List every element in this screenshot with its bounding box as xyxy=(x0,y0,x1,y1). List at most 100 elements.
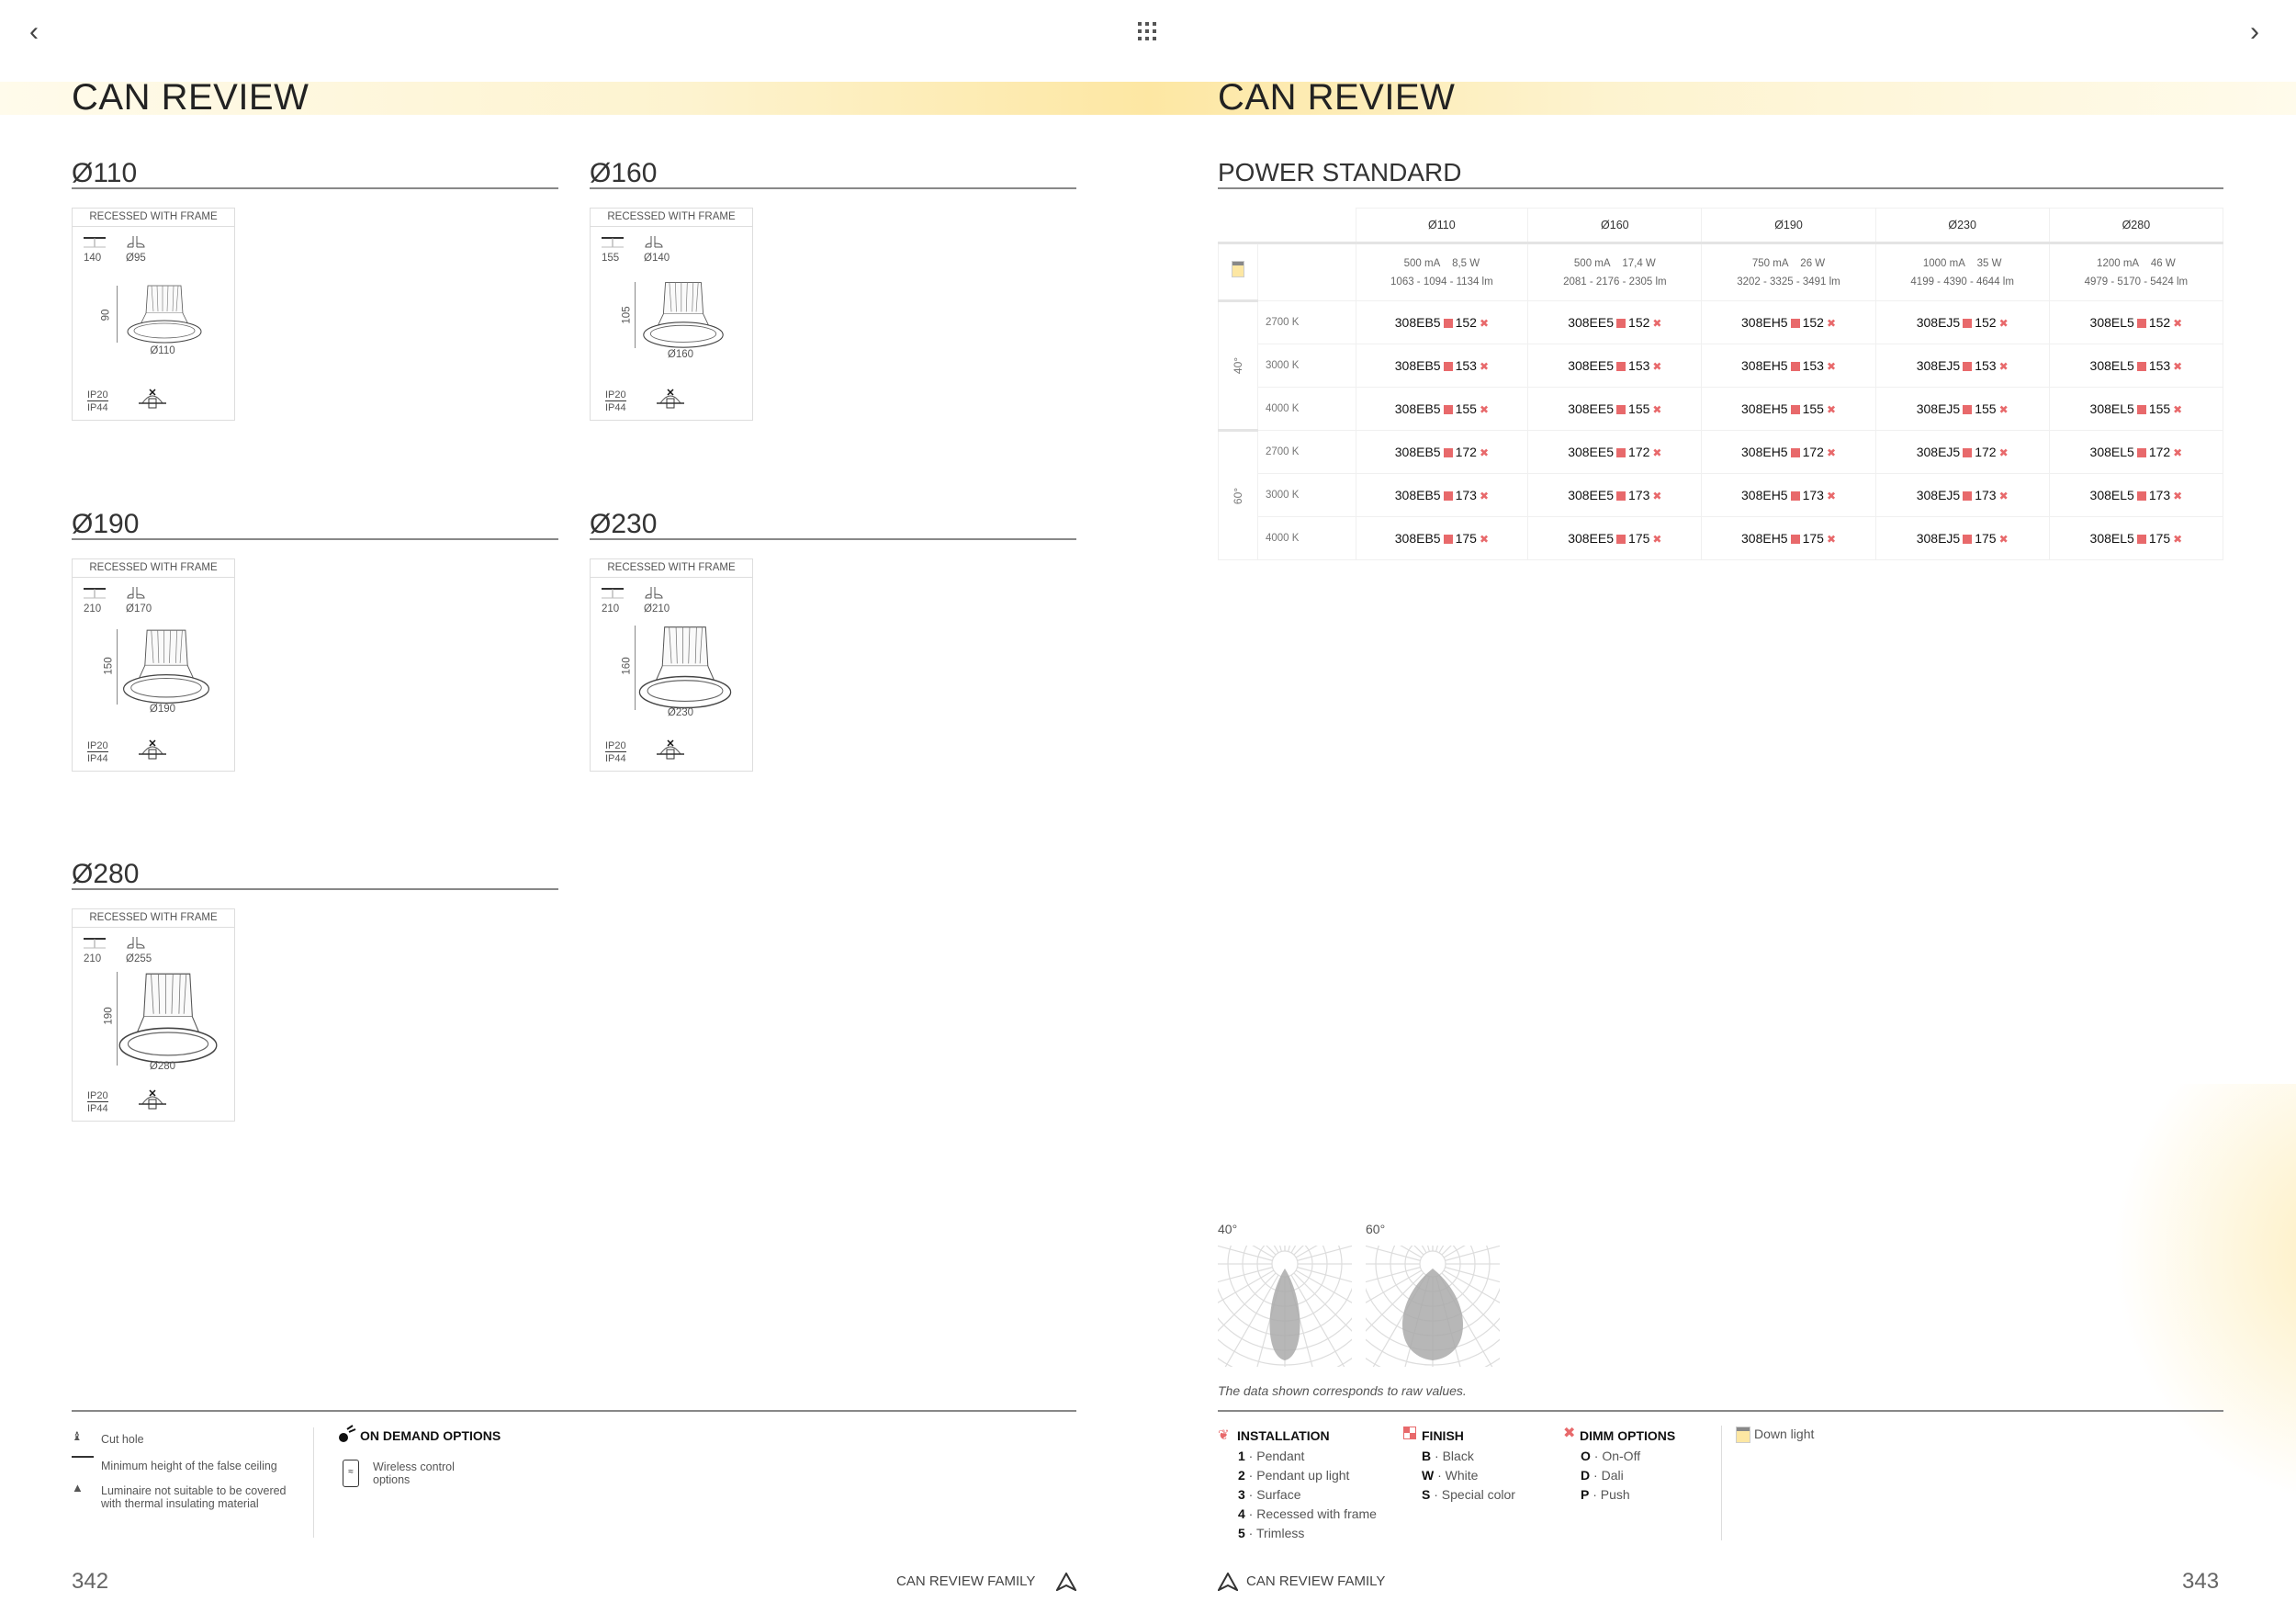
dimm-icon: ✖ xyxy=(2173,446,2183,459)
chevron-right-icon[interactable]: › xyxy=(2250,17,2259,47)
option-label: White xyxy=(1445,1468,1479,1483)
code-prefix: 308EJ5 xyxy=(1916,358,1961,373)
product-code-cell[interactable]: 308EB5 173 ✖ xyxy=(1355,473,1529,517)
product-code-cell[interactable]: 308EE5 172 ✖ xyxy=(1527,430,1703,474)
product-code-cell[interactable]: 308EH5 155 ✖ xyxy=(1701,387,1876,431)
code-suffix: 152 xyxy=(1628,315,1650,330)
finish-icon xyxy=(1616,448,1626,457)
product-title: Ø230 xyxy=(590,509,658,539)
code-prefix: 308EB5 xyxy=(1394,401,1441,416)
dimm-icon: ✖ xyxy=(1826,360,1837,373)
finish-icon xyxy=(1443,319,1453,328)
product-code-cell[interactable]: 308EL5 152 ✖ xyxy=(2048,300,2224,344)
product-code-cell[interactable]: 308EJ5 172 ✖ xyxy=(1874,430,2050,474)
code-prefix: 308EB5 xyxy=(1394,531,1441,546)
beam-angle: 60° xyxy=(1218,429,1258,560)
product-code-cell[interactable]: 308EL5 155 ✖ xyxy=(2048,387,2224,431)
finish-icon xyxy=(1616,535,1626,544)
table-row: 4000 K 308EB5 155 ✖ 308EE5 155 ✖ 308EH5 155 ✖ 308E… xyxy=(1219,387,2224,431)
product-code-cell[interactable]: 308EE5 173 ✖ xyxy=(1527,473,1703,517)
code-suffix: 175 xyxy=(1628,531,1650,546)
right-page-title: CAN REVIEW xyxy=(1218,77,1456,118)
product-code-cell[interactable]: 308EL5 175 ✖ xyxy=(2048,516,2224,560)
code-suffix: 172 xyxy=(1628,445,1650,459)
installation-option: 2 · Pendant up light xyxy=(1238,1468,1350,1483)
option-key: W xyxy=(1422,1468,1435,1483)
code-prefix: 308EB5 xyxy=(1394,488,1441,502)
product-code-cell[interactable]: 308EJ5 152 ✖ xyxy=(1874,300,2050,344)
product-code-cell[interactable]: 308EL5 172 ✖ xyxy=(2048,430,2224,474)
finish-icon xyxy=(1963,448,1973,457)
dimm-icon: ✖ xyxy=(1563,1426,1576,1441)
product-code-cell[interactable]: 308EJ5 173 ✖ xyxy=(1874,473,2050,517)
product-code-cell[interactable]: 308EH5 173 ✖ xyxy=(1701,473,1876,517)
diameter-value: Ø160 xyxy=(667,349,694,360)
finish-icon xyxy=(1616,362,1626,371)
dimm-title: DIMM OPTIONS xyxy=(1580,1428,1676,1443)
product-code-cell[interactable]: 308EJ5 153 ✖ xyxy=(1874,344,2050,388)
product-card: RECESSED WITH FRAME 210 Ø210 160 Ø230 IP… xyxy=(590,558,753,772)
dimm-icon: ✖ xyxy=(1998,360,2009,373)
installation-option: 1 · Pendant xyxy=(1238,1449,1305,1463)
code-prefix: 308EJ5 xyxy=(1916,488,1961,502)
false-ceiling-height-icon xyxy=(84,588,106,599)
chevron-left-icon[interactable]: ‹ xyxy=(29,17,39,47)
product-code-cell[interactable]: 308EE5 175 ✖ xyxy=(1527,516,1703,560)
ip-rating-top: IP20 xyxy=(87,740,108,752)
legend-divider xyxy=(313,1427,314,1538)
dimm-icon: ✖ xyxy=(1652,446,1662,459)
grid-icon[interactable] xyxy=(1138,22,1156,40)
finish-icon xyxy=(1616,405,1626,414)
luminous-flux: 3202 - 3325 - 3491 lm xyxy=(1737,276,1840,288)
product-code-cell[interactable]: 308EE5 155 ✖ xyxy=(1527,387,1703,431)
title-band xyxy=(0,82,2296,115)
product-code-cell[interactable]: 308EB5 175 ✖ xyxy=(1355,516,1529,560)
dimm-icon: ✖ xyxy=(1652,490,1662,502)
on-demand-title: ON DEMAND OPTIONS xyxy=(360,1428,501,1443)
mounting-label: RECESSED WITH FRAME xyxy=(73,559,234,578)
power: 17,4 W xyxy=(1622,257,1656,269)
false-ceiling-height-icon xyxy=(84,938,106,949)
product-code-cell[interactable]: 308EB5 155 ✖ xyxy=(1355,387,1529,431)
product-code-cell[interactable]: 308EL5 173 ✖ xyxy=(2048,473,2224,517)
polar-spoke xyxy=(1445,1246,1500,1261)
product-code-cell[interactable]: 308EH5 172 ✖ xyxy=(1701,430,1876,474)
option-label: Recessed with frame xyxy=(1256,1506,1377,1521)
dimm-icon: ✖ xyxy=(2173,533,2183,546)
product-title: Ø110 xyxy=(72,158,138,188)
code-prefix: 308EB5 xyxy=(1394,358,1441,373)
polar-spoke xyxy=(1297,1246,1352,1261)
product-code-cell[interactable]: 308EJ5 155 ✖ xyxy=(1874,387,2050,431)
code-suffix: 152 xyxy=(1455,315,1477,330)
dimm-option: D · Dali xyxy=(1581,1468,1624,1483)
on-demand-icon xyxy=(338,1424,356,1444)
finish-icon xyxy=(1790,362,1800,371)
product-code-cell[interactable]: 308EE5 152 ✖ xyxy=(1527,300,1703,344)
code-suffix: 175 xyxy=(1802,531,1824,546)
code-suffix: 175 xyxy=(1455,531,1477,546)
product-code-cell[interactable]: 308EB5 152 ✖ xyxy=(1355,300,1529,344)
diameter-value: Ø110 xyxy=(150,345,175,356)
product-code-cell[interactable]: 308EL5 153 ✖ xyxy=(2048,344,2224,388)
product-code-cell[interactable]: 308EH5 152 ✖ xyxy=(1701,300,1876,344)
product-code-cell[interactable]: 308EH5 175 ✖ xyxy=(1701,516,1876,560)
cut-hole-value: Ø95 xyxy=(126,253,146,264)
product-code-cell[interactable]: 308EJ5 175 ✖ xyxy=(1874,516,2050,560)
product-code-cell[interactable]: 308EH5 153 ✖ xyxy=(1701,344,1876,388)
finish-icon xyxy=(1790,491,1800,501)
code-prefix: 308EL5 xyxy=(2089,401,2134,416)
dimm-icon: ✖ xyxy=(2173,403,2183,416)
section-rule xyxy=(1218,187,2223,189)
code-suffix: 153 xyxy=(1455,358,1477,373)
product-code-cell[interactable]: 308EB5 172 ✖ xyxy=(1355,430,1529,474)
luminaire-drawing xyxy=(638,626,732,709)
code-suffix: 152 xyxy=(1975,315,1997,330)
luminaire-drawing xyxy=(118,973,218,1064)
product-code-cell[interactable]: 308EB5 153 ✖ xyxy=(1355,344,1529,388)
code-prefix: 308EJ5 xyxy=(1916,401,1961,416)
page-number-left: 342 xyxy=(72,1569,109,1594)
specs-row: 500 mA 8,5 W 1063 - 1094 - 1134 lm 500 mA … xyxy=(1218,242,2224,301)
product-title: Ø160 xyxy=(590,158,658,188)
dimm-icon: ✖ xyxy=(2173,490,2183,502)
product-code-cell[interactable]: 308EE5 153 ✖ xyxy=(1527,344,1703,388)
